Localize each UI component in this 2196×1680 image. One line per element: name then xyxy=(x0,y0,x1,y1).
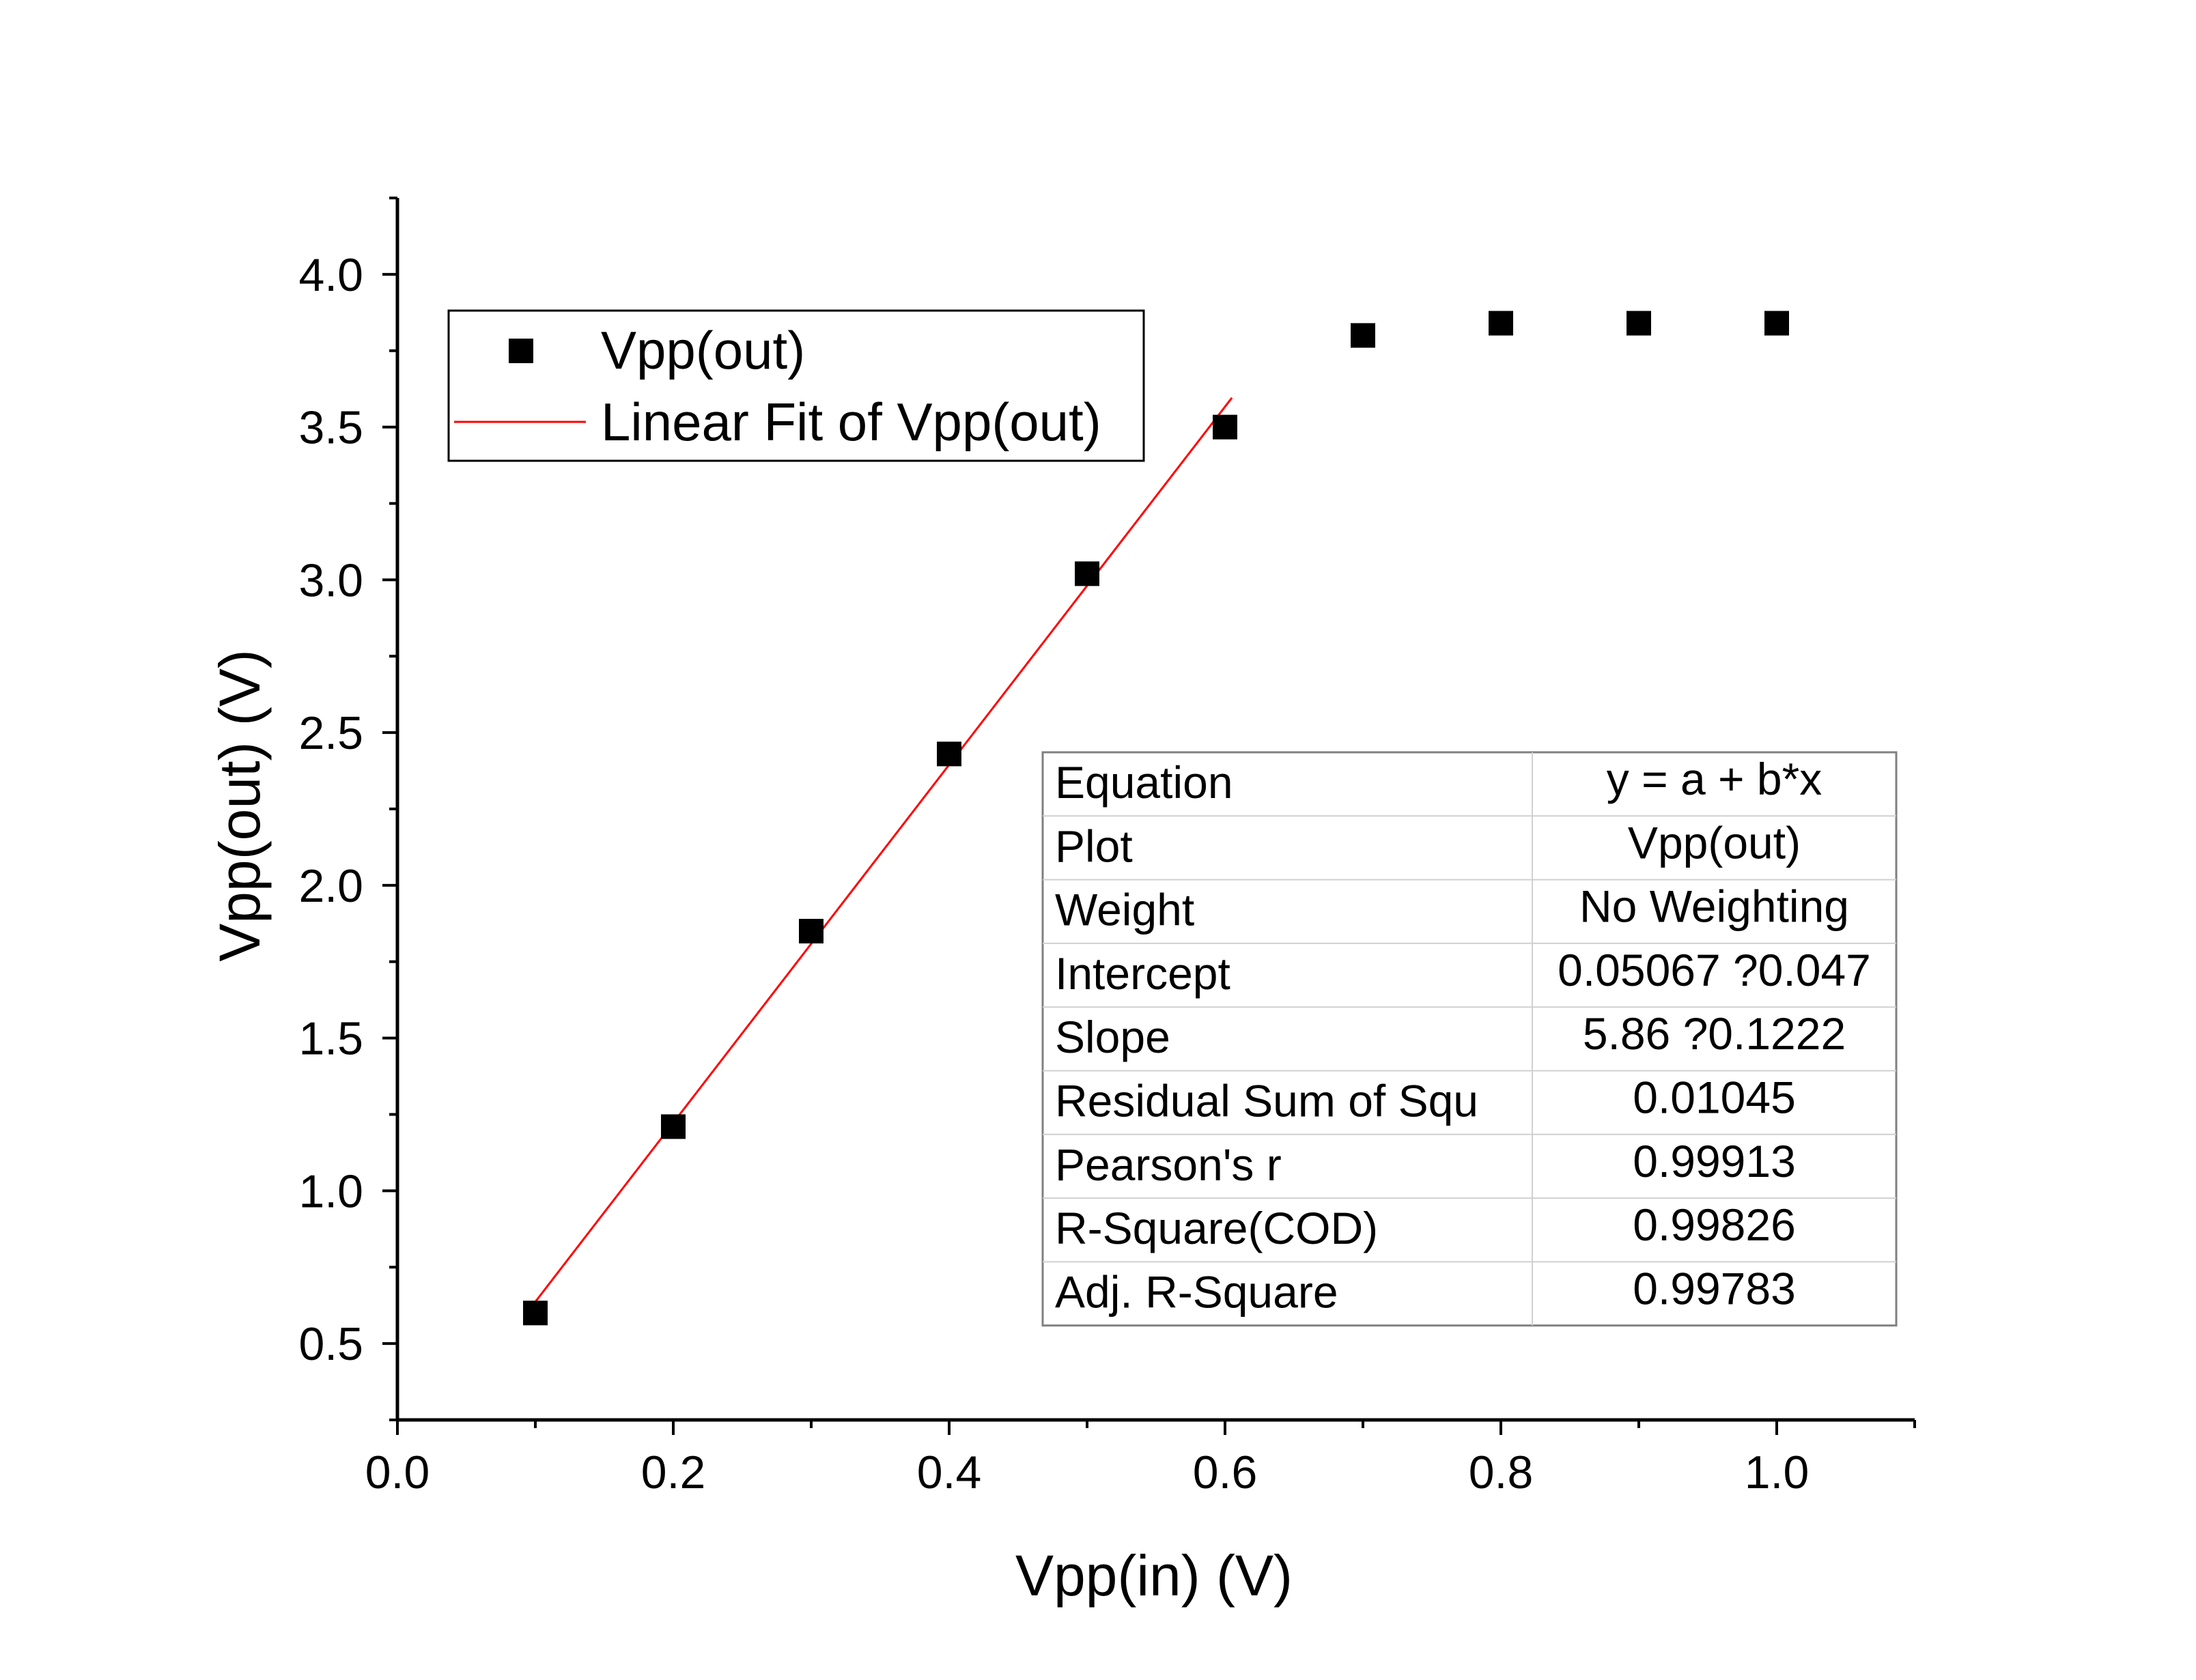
table-row-label: Pearson's r xyxy=(1055,1139,1282,1190)
table-row-label: Weight xyxy=(1055,885,1194,935)
y-tick-label: 2.5 xyxy=(298,707,363,759)
table-row-value: No Weighting xyxy=(1579,881,1849,932)
table-row-label: R-Square(COD) xyxy=(1055,1203,1378,1253)
y-tick-label: 0.5 xyxy=(298,1318,363,1370)
table-row-value: y = a + b*x xyxy=(1607,754,1822,804)
data-point xyxy=(661,1114,686,1139)
legend: Vpp(out) Linear Fit of Vpp(out) xyxy=(447,309,1145,462)
legend-box xyxy=(447,309,1145,462)
table-row-label: Plot xyxy=(1055,821,1133,871)
y-tick-label: 3.0 xyxy=(298,554,363,606)
x-tick-label: 0.8 xyxy=(1469,1447,1534,1498)
y-tick-label: 3.5 xyxy=(298,402,363,454)
table-row-label: Adj. R-Square xyxy=(1055,1266,1338,1317)
table-row-label: Equation xyxy=(1055,757,1233,808)
data-points xyxy=(523,311,1789,1326)
table-row-value: 0.99913 xyxy=(1633,1136,1796,1186)
data-point xyxy=(1351,323,1375,348)
table-row-label: Residual Sum of Squ xyxy=(1055,1076,1478,1126)
fit-line-layer xyxy=(534,397,1233,1302)
data-point xyxy=(1075,561,1099,586)
data-point xyxy=(1764,311,1789,336)
table-row-label: Slope xyxy=(1055,1012,1170,1062)
legend-label: Vpp(out) xyxy=(601,320,805,380)
y-tick-label: 2.0 xyxy=(298,860,363,912)
fit-results-table: Equation y = a + b*x Plot Vpp(out) Weight No … xyxy=(1041,751,1898,1327)
x-axis-label: Vpp(in) (V) xyxy=(1015,1543,1293,1608)
data-point xyxy=(1213,414,1237,440)
table-row-value: Vpp(out) xyxy=(1628,817,1801,868)
data-point xyxy=(799,919,824,943)
x-tick-label: 0.0 xyxy=(365,1447,430,1498)
x-tick-label: 1.0 xyxy=(1745,1447,1810,1498)
table-row-label: Intercept xyxy=(1055,948,1230,999)
y-tick-label: 4.0 xyxy=(298,249,363,301)
table-row-value: 0.99826 xyxy=(1633,1199,1796,1250)
table-row-value: 5.86 ?0.1222 xyxy=(1583,1008,1846,1059)
legend-label: Linear Fit of Vpp(out) xyxy=(601,392,1101,452)
data-point xyxy=(1627,311,1651,336)
x-tick-label: 0.4 xyxy=(917,1447,982,1498)
axes: 0.0 0.2 0.4 0.6 0.8 1.0 0.5 1.0 1.5 2.0 2.5 3.0 3.5 4… xyxy=(298,197,1916,1498)
y-axis-label: Vpp(out) (V) xyxy=(208,649,272,962)
table-border xyxy=(1041,751,1898,1327)
x-tick-label: 0.2 xyxy=(641,1447,706,1498)
y-tick-label: 1.5 xyxy=(298,1013,363,1065)
data-point xyxy=(937,741,961,767)
fit-line xyxy=(534,397,1233,1302)
table-row-value: 0.01045 xyxy=(1633,1072,1796,1123)
table-row-value: 0.05067 ?0.047 xyxy=(1558,945,1871,995)
x-tick-label: 0.6 xyxy=(1193,1447,1258,1498)
table-row-value: 0.99783 xyxy=(1633,1263,1796,1313)
data-point xyxy=(523,1300,548,1326)
data-point xyxy=(1489,311,1513,336)
y-tick-label: 1.0 xyxy=(298,1165,363,1217)
legend-marker-square xyxy=(509,339,533,363)
